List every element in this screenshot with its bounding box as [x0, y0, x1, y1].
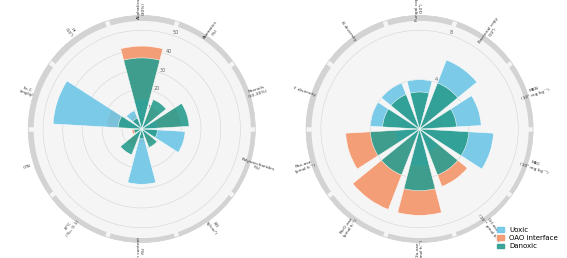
Text: HI
(10³): HI (10³) — [64, 24, 77, 38]
Text: BD
(g/cm³): BD (g/cm³) — [204, 217, 221, 236]
Bar — [420, 96, 481, 129]
Bar — [134, 129, 142, 133]
Bar — [353, 129, 420, 209]
Bar — [142, 107, 160, 129]
Bar — [136, 129, 142, 132]
Text: Bacterial copy
(10⁶): Bacterial copy (10⁶) — [478, 16, 503, 46]
Bar — [382, 129, 420, 175]
Text: Aromatics
(%): Aromatics (%) — [203, 20, 223, 43]
Text: Glu-ase
(μmol·h⁻¹): Glu-ase (μmol·h⁻¹) — [415, 239, 424, 258]
Bar — [106, 110, 142, 129]
Bar — [142, 129, 185, 152]
Bar — [53, 81, 142, 129]
Bar — [420, 129, 439, 152]
Bar — [400, 106, 420, 129]
Bar — [420, 129, 469, 156]
Text: C/N: C/N — [23, 163, 31, 170]
Bar — [395, 116, 420, 129]
Bar — [142, 120, 149, 129]
Bar — [138, 129, 145, 143]
Bar — [142, 129, 158, 138]
Bar — [420, 106, 439, 129]
Bar — [142, 103, 189, 129]
Bar — [391, 94, 420, 129]
Bar — [397, 129, 442, 215]
Bar — [395, 129, 420, 142]
Bar — [120, 129, 142, 155]
Bar — [420, 116, 444, 129]
Bar — [142, 129, 154, 135]
Bar — [118, 116, 142, 129]
Bar — [132, 129, 142, 134]
Bar — [420, 109, 456, 129]
Text: B diversity: B diversity — [340, 20, 357, 42]
Text: MBC
(10³ mg·kg⁻¹): MBC (10³ mg·kg⁻¹) — [519, 157, 550, 175]
Bar — [346, 129, 420, 169]
Bar — [383, 109, 420, 129]
Text: Fungal copy
(10⁶): Fungal copy (10⁶) — [415, 0, 424, 21]
Text: Aliphatics
(30%): Aliphatics (30%) — [137, 0, 146, 19]
Bar — [404, 129, 435, 191]
Bar — [420, 60, 477, 129]
Bar — [142, 120, 158, 129]
Bar — [407, 80, 432, 129]
Bar — [410, 129, 429, 166]
Bar — [142, 129, 157, 147]
Bar — [121, 46, 163, 129]
Bar — [126, 111, 142, 129]
Bar — [420, 129, 458, 175]
Bar — [129, 114, 142, 129]
Bar — [420, 129, 493, 169]
Text: MBN
(10³ mg·kg⁻¹): MBN (10³ mg·kg⁻¹) — [519, 83, 550, 101]
Bar — [410, 92, 429, 129]
Bar — [133, 118, 142, 129]
Text: Phe-ase
(μmol·h⁻¹): Phe-ase (μmol·h⁻¹) — [293, 159, 316, 174]
Text: Fe-C
(mg/g): Fe-C (mg/g) — [18, 85, 35, 98]
Bar — [142, 108, 181, 129]
Bar — [413, 104, 426, 129]
Text: Phenols
(10-30%): Phenols (10-30%) — [246, 84, 268, 99]
Text: Ash content
(%): Ash content (%) — [137, 237, 146, 258]
Bar — [142, 100, 166, 129]
Bar — [134, 99, 149, 129]
Bar — [370, 102, 420, 129]
Bar — [139, 129, 144, 139]
Legend: Uoxic, OAO interface, Danoxic: Uoxic, OAO interface, Danoxic — [497, 227, 558, 249]
Bar — [420, 129, 444, 142]
Bar — [142, 129, 154, 144]
Bar — [126, 129, 142, 147]
Bar — [124, 58, 160, 129]
Text: δ¹³C
(‰, 0-1): δ¹³C (‰, 0-1) — [62, 216, 80, 237]
Bar — [142, 129, 148, 136]
Bar — [420, 129, 467, 187]
Text: PerO-ase
(μmol·h⁻¹): PerO-ase (μmol·h⁻¹) — [338, 215, 358, 238]
Bar — [134, 129, 142, 138]
Text: F diversity: F diversity — [293, 86, 316, 97]
Bar — [420, 83, 458, 129]
Bar — [370, 129, 420, 156]
Bar — [410, 129, 420, 141]
Text: Cel-ase
(10⁻² μmol·h⁻¹): Cel-ase (10⁻² μmol·h⁻¹) — [477, 211, 504, 243]
Text: Polysaccharides
(%): Polysaccharides (%) — [239, 157, 274, 176]
Bar — [128, 129, 156, 184]
Bar — [382, 83, 420, 129]
